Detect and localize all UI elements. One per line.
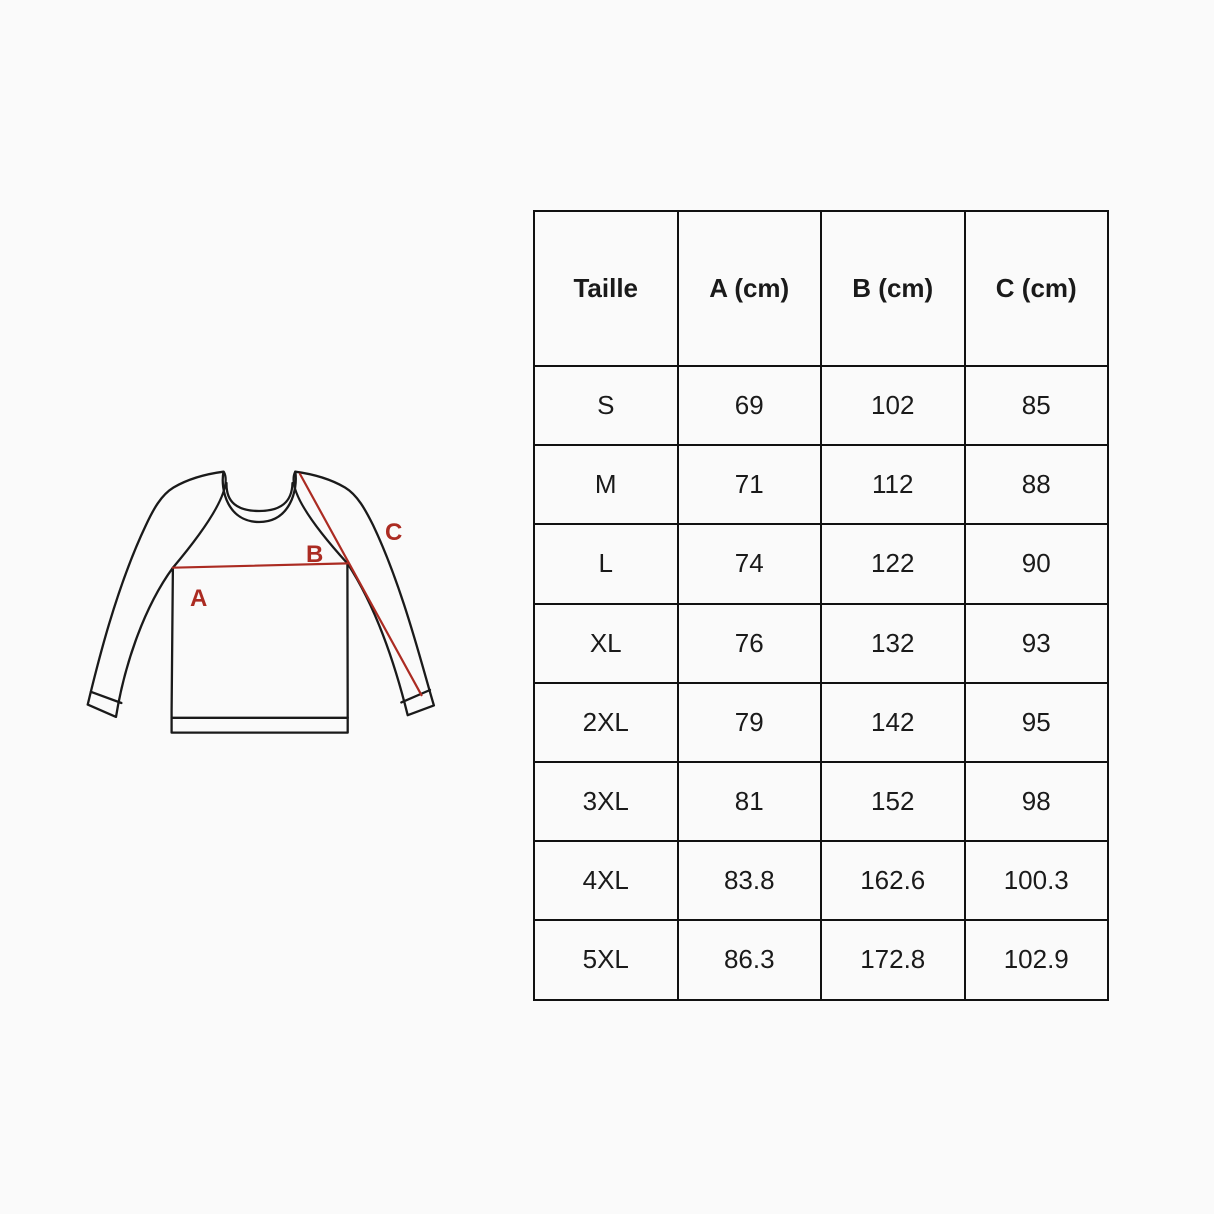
svg-text:C: C: [385, 519, 402, 546]
svg-text:B: B: [306, 541, 323, 568]
svg-text:A: A: [190, 585, 207, 612]
